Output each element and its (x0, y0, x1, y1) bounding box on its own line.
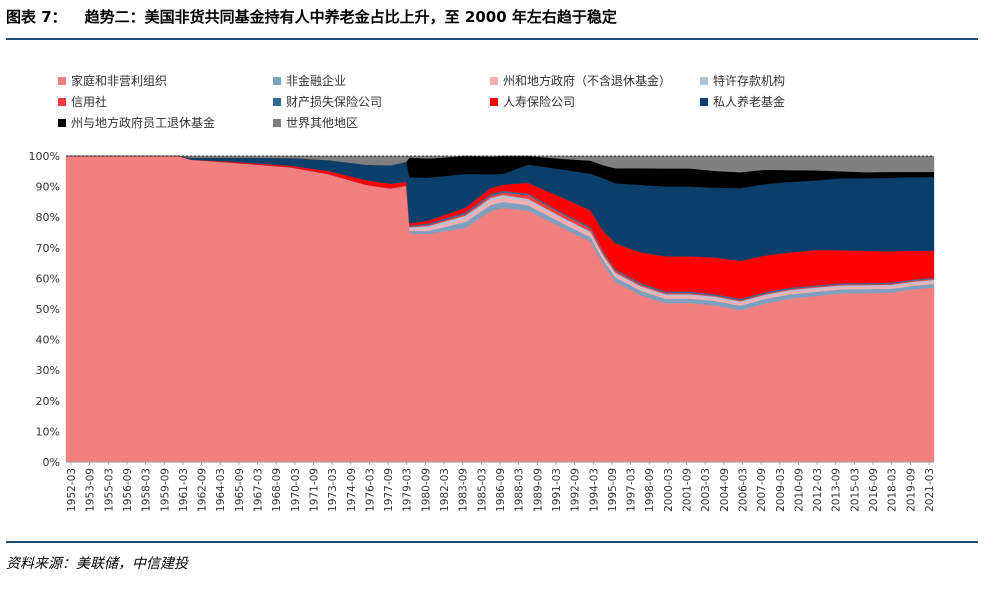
x-tick-label: 1982-03 (439, 468, 451, 512)
x-tick-label: 1965-09 (234, 468, 246, 512)
y-tick-label: 0% (43, 456, 60, 469)
x-tick-label: 1980-09 (420, 468, 432, 512)
y-tick-label: 70% (36, 242, 60, 255)
legend-label-7: 私人养老基金 (713, 94, 785, 109)
y-tick-label: 10% (36, 425, 60, 438)
x-tick-label: 1985-03 (476, 468, 488, 512)
x-tick-label: 2003-03 (700, 468, 712, 512)
area-layers (65, 155, 935, 463)
x-tick-label: 1997-03 (626, 468, 638, 512)
legend-swatch-9 (273, 119, 281, 127)
legend-label-9: 世界其他地区 (286, 116, 358, 130)
x-tick-label: 1955-03 (103, 468, 115, 512)
legend-swatch-5 (273, 98, 281, 106)
x-tick-label: 1998-09 (644, 468, 656, 512)
x-tick-label: 1992-09 (570, 468, 582, 512)
figure-title-text: 趋势二：美国非货共同基金持有人中养老金占比上升，至 2000 年左右趋于稳定 (84, 8, 617, 26)
chart-axes: 0% 10% 20% 30% 40% 50% 60% 70% 80% 90% 100% 1952-03… (29, 150, 936, 512)
y-tick-label: 100% (29, 150, 60, 163)
legend-label-5: 财产损失保险公司 (286, 94, 382, 109)
x-tick-label: 1974-09 (346, 468, 358, 512)
legend-label-1: 非金融企业 (286, 73, 346, 88)
x-tick-label: 1956-09 (122, 468, 134, 512)
x-tick-label: 1973-03 (327, 468, 339, 512)
x-tick-label: 2000-03 (663, 468, 675, 512)
x-tick-label: 2018-03 (887, 468, 899, 512)
title-divider (6, 38, 978, 40)
x-tick-label: 1995-09 (607, 468, 619, 512)
x-tick-label: 1977-09 (383, 468, 395, 512)
x-tick-label: 1991-03 (551, 468, 563, 512)
y-tick-label: 60% (36, 272, 60, 285)
y-tick-label: 40% (36, 334, 60, 347)
x-tick-label: 2007-09 (756, 468, 768, 512)
x-tick-label: 1971-09 (308, 468, 320, 512)
x-tick-label: 2016-09 (868, 468, 880, 512)
x-tick-label: 1959-09 (159, 468, 171, 512)
legend-swatch-8 (58, 119, 66, 127)
legend-label-4: 信用社 (71, 94, 107, 109)
source-note: 资料来源：美联储，中信建投 (6, 556, 188, 572)
y-tick-label: 90% (36, 181, 60, 194)
x-tick-label: 2021-03 (924, 468, 936, 512)
legend-swatch-6 (490, 98, 498, 106)
x-tick-label: 1968-09 (271, 468, 283, 512)
legend-swatch-0 (58, 77, 66, 85)
y-tick-label: 20% (36, 395, 60, 408)
figure-number: 图表 7： (6, 8, 67, 26)
legend-label-6: 人寿保险公司 (503, 94, 575, 109)
x-tick-label: 1970-03 (290, 468, 302, 512)
x-tick-label: 1983-09 (458, 468, 470, 512)
x-tick-label: 1994-03 (588, 468, 600, 512)
x-tick-label: 2010-09 (793, 468, 805, 512)
x-tick-label: 1986-09 (495, 468, 507, 512)
x-tick-label: 1962-09 (197, 468, 209, 512)
x-tick-label: 1989-09 (532, 468, 544, 512)
x-tick-label: 2019-09 (905, 468, 917, 512)
x-tick-label: 1952-03 (66, 468, 78, 512)
legend-swatch-2 (490, 77, 498, 85)
figure-title: 图表 7： 趋势二：美国非货共同基金持有人中养老金占比上升，至 2000 年左右趋… (6, 6, 617, 27)
x-tick-label: 1958-03 (141, 468, 153, 512)
x-tick-label: 2006-03 (737, 468, 749, 512)
x-tick-label: 1964-03 (215, 468, 227, 512)
y-tick-label: 80% (36, 211, 60, 224)
x-tick-label: 1979-03 (402, 468, 414, 512)
legend-label-0: 家庭和非营利组织 (71, 73, 167, 88)
x-tick-label: 2001-09 (682, 468, 694, 512)
legend-swatch-4 (58, 98, 66, 106)
x-tick-label: 1988-03 (514, 468, 526, 512)
legend-label-2: 州和地方政府（不含退休基金） (503, 73, 671, 88)
x-tick-label: 1961-03 (178, 468, 190, 512)
legend-label-3: 特许存款机构 (713, 73, 785, 88)
x-tick-label: 2015-03 (849, 468, 861, 512)
legend-swatch-7 (700, 98, 708, 106)
x-tick-label: 2004-09 (719, 468, 731, 512)
x-tick-label: 2009-03 (775, 468, 787, 512)
legend-swatch-3 (700, 77, 708, 85)
x-tick-label: 2013-09 (831, 468, 843, 512)
x-tick-label: 2012-03 (812, 468, 824, 512)
x-tick-label: 1967-03 (253, 468, 265, 512)
y-tick-label: 50% (36, 303, 60, 316)
x-tick-label: 1976-03 (364, 468, 376, 512)
legend-label-8: 州与地方政府员工退休基金 (71, 115, 215, 130)
y-tick-label: 30% (36, 364, 60, 377)
legend-swatch-1 (273, 77, 281, 85)
source-divider (6, 541, 978, 543)
x-tick-label: 1953-09 (85, 468, 97, 512)
